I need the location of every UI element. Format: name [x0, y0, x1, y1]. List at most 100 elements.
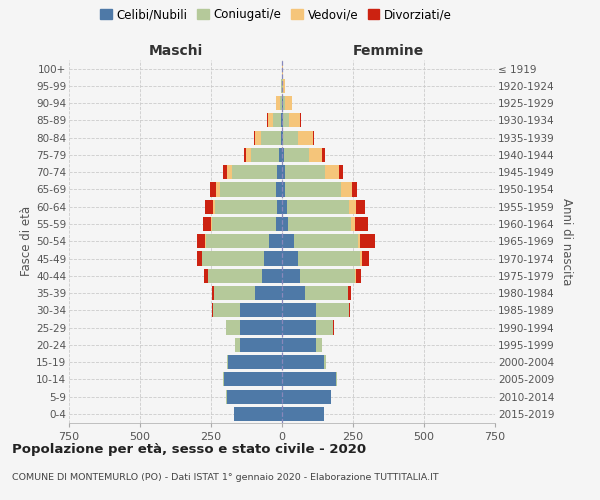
Bar: [279, 148, 282, 162]
Bar: [282, 338, 316, 352]
Bar: [356, 200, 365, 214]
Bar: [268, 114, 274, 128]
Bar: [287, 200, 349, 214]
Bar: [322, 148, 325, 162]
Bar: [351, 217, 355, 231]
Y-axis label: Fasce di età: Fasce di età: [20, 206, 33, 276]
Bar: [289, 114, 300, 128]
Bar: [362, 252, 370, 266]
Bar: [285, 96, 292, 110]
Bar: [240, 320, 282, 334]
Bar: [206, 234, 269, 248]
Bar: [282, 217, 288, 231]
Bar: [197, 234, 205, 248]
Bar: [282, 165, 285, 180]
Bar: [265, 252, 282, 266]
Bar: [227, 390, 282, 404]
Bar: [324, 355, 326, 369]
Bar: [255, 130, 261, 145]
Bar: [276, 182, 282, 196]
Bar: [282, 182, 286, 196]
Bar: [235, 338, 240, 352]
Bar: [232, 165, 277, 180]
Bar: [269, 234, 282, 248]
Bar: [277, 217, 282, 231]
Bar: [360, 234, 375, 248]
Bar: [298, 252, 361, 266]
Bar: [352, 182, 356, 196]
Bar: [228, 355, 282, 369]
Bar: [339, 165, 343, 180]
Bar: [234, 407, 282, 421]
Bar: [261, 130, 281, 145]
Bar: [283, 96, 285, 110]
Bar: [280, 96, 282, 110]
Bar: [211, 182, 215, 196]
Bar: [283, 79, 285, 93]
Text: Femmine: Femmine: [353, 44, 424, 58]
Text: Maschi: Maschi: [148, 44, 203, 58]
Bar: [316, 338, 322, 352]
Bar: [240, 303, 282, 318]
Bar: [349, 286, 351, 300]
Bar: [282, 200, 287, 214]
Bar: [197, 252, 202, 266]
Legend: Celibi/Nubili, Coniugati/e, Vedovi/e, Divorziati/e: Celibi/Nubili, Coniugati/e, Vedovi/e, Di…: [95, 4, 457, 26]
Bar: [294, 234, 358, 248]
Bar: [226, 320, 240, 334]
Bar: [277, 200, 282, 214]
Bar: [227, 165, 232, 180]
Bar: [220, 182, 276, 196]
Bar: [204, 268, 208, 283]
Bar: [282, 252, 298, 266]
Bar: [223, 165, 227, 180]
Bar: [288, 217, 351, 231]
Bar: [283, 130, 298, 145]
Bar: [282, 320, 316, 334]
Bar: [316, 320, 333, 334]
Bar: [356, 268, 361, 283]
Bar: [215, 182, 220, 196]
Bar: [227, 355, 228, 369]
Bar: [282, 390, 331, 404]
Bar: [325, 165, 339, 180]
Bar: [213, 303, 240, 318]
Bar: [301, 268, 355, 283]
Bar: [341, 182, 352, 196]
Bar: [305, 286, 349, 300]
Bar: [355, 217, 368, 231]
Bar: [251, 148, 279, 162]
Bar: [316, 303, 349, 318]
Bar: [361, 252, 362, 266]
Bar: [240, 338, 282, 352]
Bar: [213, 200, 215, 214]
Bar: [277, 96, 280, 110]
Bar: [308, 148, 322, 162]
Bar: [298, 130, 313, 145]
Bar: [255, 286, 282, 300]
Bar: [205, 234, 206, 248]
Bar: [208, 268, 262, 283]
Bar: [282, 286, 305, 300]
Bar: [214, 286, 255, 300]
Text: COMUNE DI MONTEMURLO (PO) - Dati ISTAT 1° gennaio 2020 - Elaborazione TUTTITALIA: COMUNE DI MONTEMURLO (PO) - Dati ISTAT 1…: [12, 472, 439, 482]
Bar: [205, 200, 213, 214]
Bar: [283, 114, 289, 128]
Bar: [349, 200, 356, 214]
Bar: [203, 217, 211, 231]
Bar: [282, 130, 283, 145]
Bar: [282, 148, 284, 162]
Bar: [211, 217, 212, 231]
Bar: [277, 165, 282, 180]
Bar: [215, 200, 277, 214]
Bar: [282, 303, 316, 318]
Bar: [202, 252, 265, 266]
Bar: [212, 286, 214, 300]
Bar: [284, 148, 308, 162]
Bar: [358, 234, 360, 248]
Bar: [281, 130, 282, 145]
Bar: [282, 355, 324, 369]
Bar: [282, 407, 324, 421]
Bar: [282, 372, 336, 386]
Bar: [349, 303, 350, 318]
